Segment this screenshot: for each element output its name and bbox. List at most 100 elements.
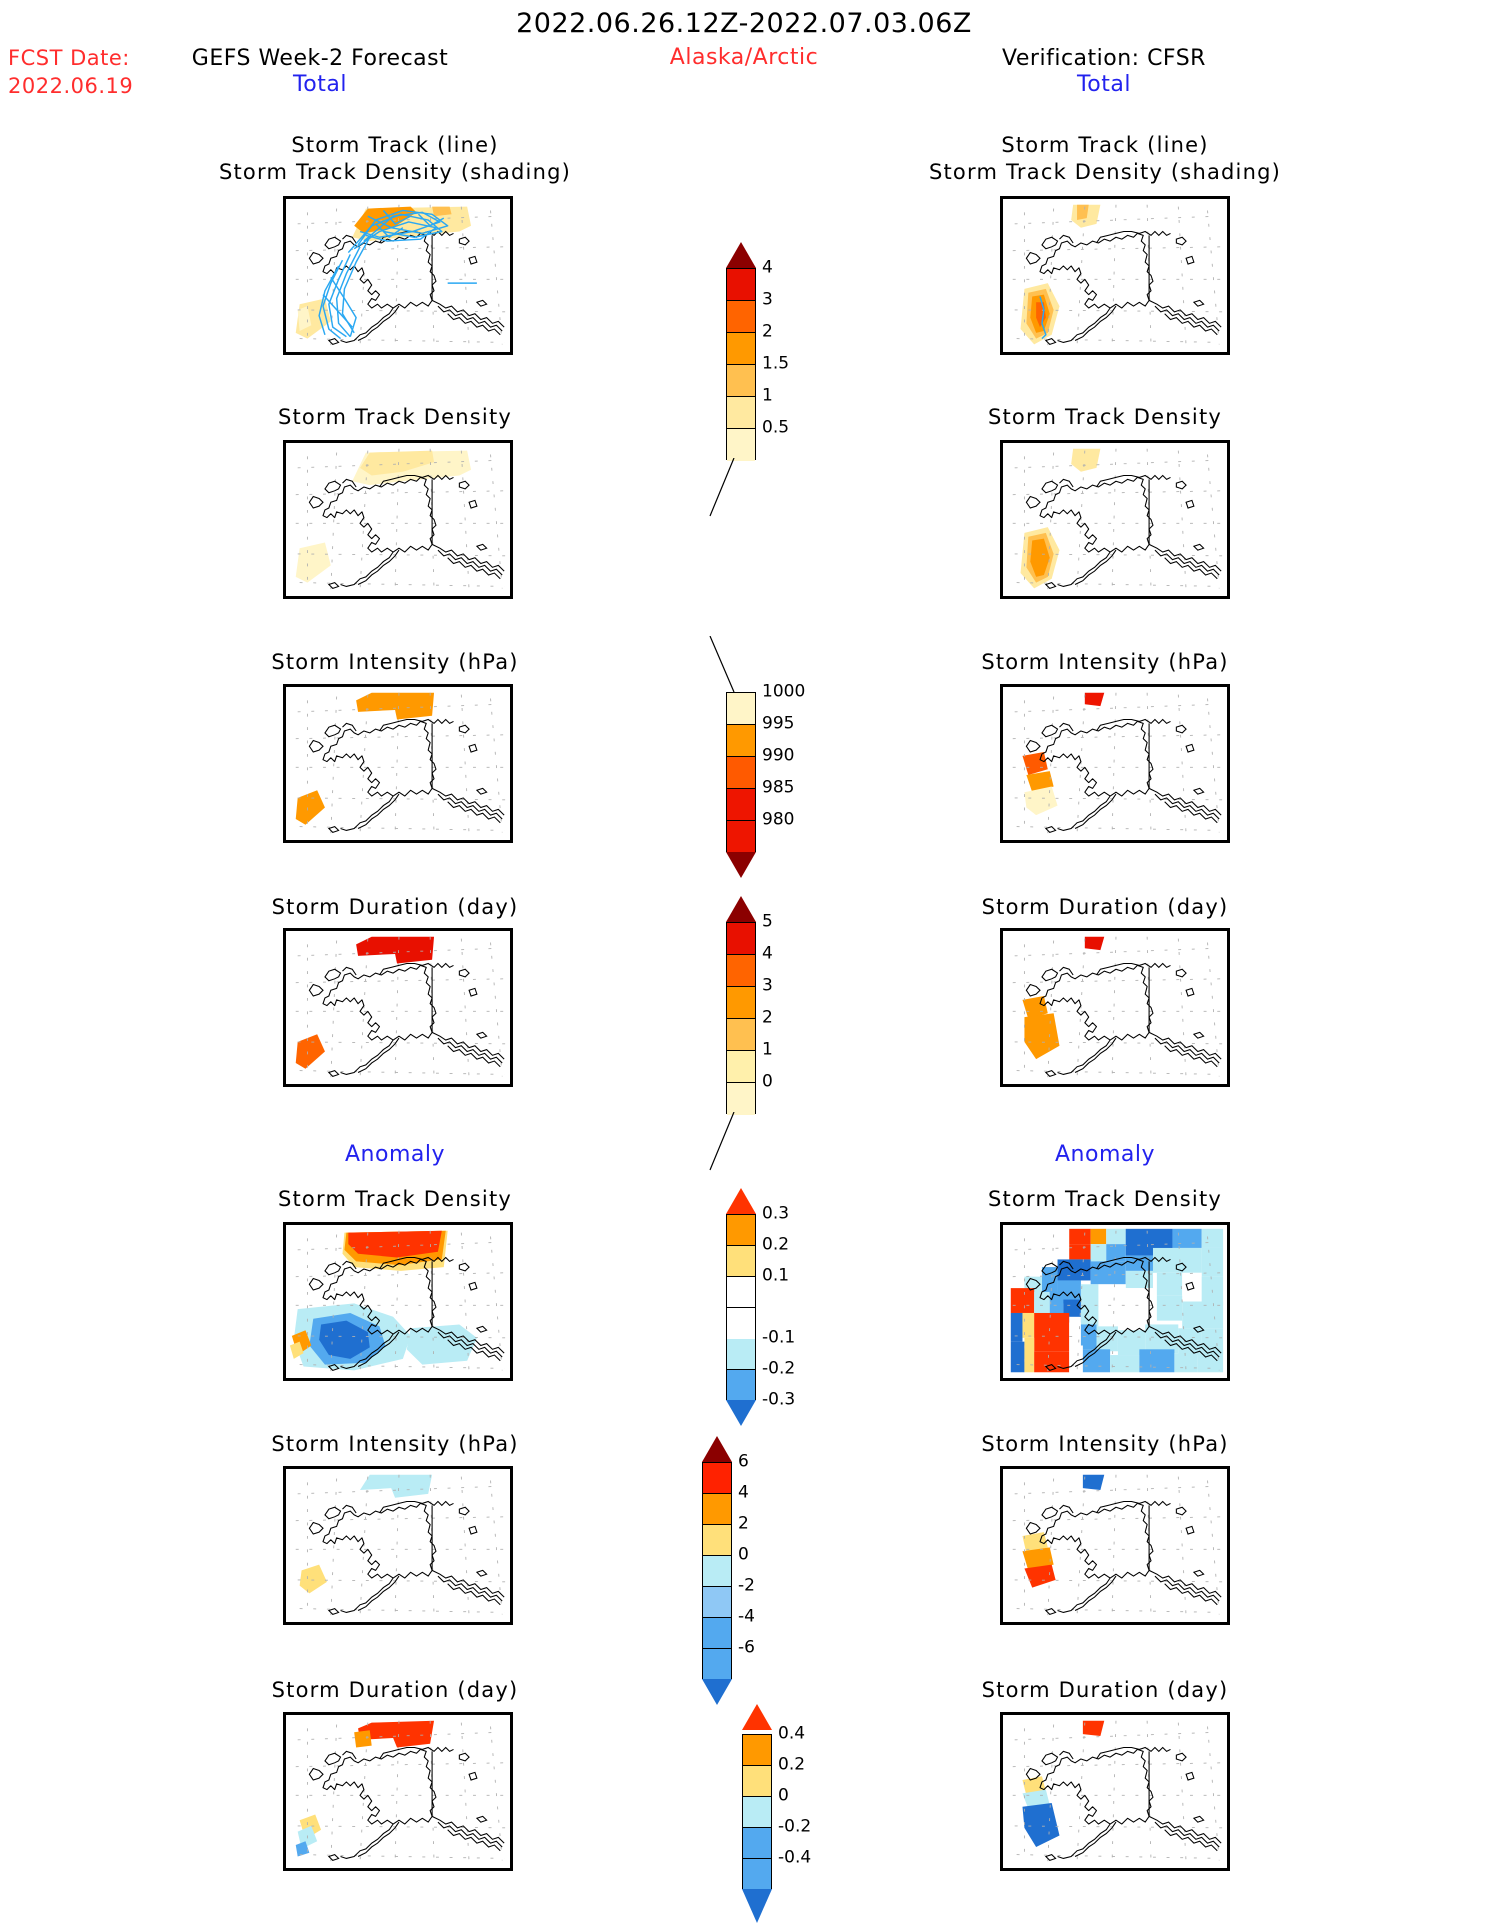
map-left-storm-intensity-anomaly[interactable] [283, 1466, 513, 1625]
colorbar-tick-990: 990 [762, 745, 795, 766]
map-canvas [286, 199, 510, 352]
colorbar-tick-0p2: 0.2 [778, 1754, 806, 1775]
left-panel-title-track-line-1: Storm Track (line) [291, 133, 499, 157]
colorbar-tick-5: 5 [762, 911, 773, 932]
colorbar-tick-4: 4 [762, 257, 773, 278]
colorbar-tick-985: 985 [762, 777, 795, 798]
right-panel-title-intensity: Storm Intensity (hPa) [981, 650, 1229, 674]
right-panel-title-duration-anomaly: Storm Duration (day) [981, 1678, 1229, 1702]
right-panel-title-intensity-anomaly: Storm Intensity (hPa) [981, 1432, 1229, 1456]
left-panel-title-track-line-2: Storm Track Density (shading) [218, 160, 572, 184]
map-left-storm-duration[interactable] [283, 928, 513, 1087]
map-left-storm-track-density-anomaly[interactable] [283, 1222, 513, 1381]
colorbar-extend-bottom-arrow [742, 1889, 772, 1923]
map-canvas [286, 1225, 510, 1378]
colorbar-tick-1000: 1000 [762, 681, 806, 702]
colorbar-extend-bottom-arrow [702, 1679, 732, 1705]
right-panel-title-density: Storm Track Density [987, 405, 1223, 429]
colorbar-tick-4: 4 [738, 1482, 749, 1503]
map-left-track-density-shading[interactable] [283, 196, 513, 355]
fcst-date-label: FCST Date: [8, 46, 130, 70]
colorbar-body [726, 1214, 756, 1401]
colorbar-body [702, 1462, 732, 1680]
map-canvas [1003, 1469, 1227, 1622]
map-canvas [286, 931, 510, 1084]
colorbar-intensity-top-line [709, 636, 735, 693]
colorbar-tick-0p5: 0.5 [762, 417, 790, 438]
left-anomaly-label: Anomaly [345, 1142, 445, 1167]
colorbar-tick-neg4: -4 [738, 1606, 755, 1627]
colorbar-tick-980: 980 [762, 809, 795, 830]
colorbar-tick-3: 3 [762, 975, 773, 996]
colorbar-tick-0: 0 [762, 1071, 773, 1092]
colorbar-tick-2: 2 [762, 321, 773, 342]
colorbar-tick-neg0p2: -0.2 [778, 1816, 812, 1837]
left-panel-title-duration: Storm Duration (day) [271, 895, 519, 919]
left-total-label: Total [293, 72, 347, 97]
colorbar-tick-2: 2 [738, 1513, 749, 1534]
map-right-track-density-shading[interactable] [1000, 196, 1230, 355]
colorbar-tick-1: 1 [762, 1039, 773, 1060]
right-anomaly-label: Anomaly [1055, 1142, 1155, 1167]
colorbar-tick-1: 1 [762, 385, 773, 406]
right-panel-title-duration: Storm Duration (day) [981, 895, 1229, 919]
colorbar-tick-995: 995 [762, 713, 795, 734]
right-column-header: Verification: CFSR [1002, 46, 1206, 71]
colorbar-duration-bottom-line [709, 1112, 735, 1171]
map-canvas [1003, 1225, 1227, 1378]
map-right-storm-duration-anomaly[interactable] [1000, 1712, 1230, 1871]
colorbar-extend-top-arrow [702, 1436, 732, 1462]
colorbar-tick-neg2: -2 [738, 1575, 755, 1596]
colorbar-tick-neg0p1: -0.1 [762, 1327, 796, 1348]
colorbar-tick-0p4: 0.4 [778, 1723, 806, 1744]
colorbar-tick-neg0p4: -0.4 [778, 1847, 812, 1868]
map-canvas [1003, 687, 1227, 840]
map-right-storm-intensity-anomaly[interactable] [1000, 1466, 1230, 1625]
right-panel-title-density-anomaly: Storm Track Density [987, 1187, 1223, 1211]
map-right-storm-track-density[interactable] [1000, 440, 1230, 599]
colorbar-tick-neg6: -6 [738, 1637, 755, 1658]
colorbar-extend-bottom-arrow [726, 1400, 756, 1426]
colorbar-extend-top-arrow [726, 242, 756, 268]
colorbar-tick-0: 0 [738, 1544, 749, 1565]
map-canvas [286, 687, 510, 840]
colorbar-tick-neg0p2: -0.2 [762, 1358, 796, 1379]
map-right-storm-intensity[interactable] [1000, 684, 1230, 843]
map-right-storm-duration[interactable] [1000, 928, 1230, 1087]
map-canvas [286, 1469, 510, 1622]
left-panel-title-intensity-anomaly: Storm Intensity (hPa) [271, 1432, 519, 1456]
map-canvas [286, 443, 510, 596]
region-label: Alaska/Arctic [669, 45, 819, 70]
map-canvas [1003, 931, 1227, 1084]
right-total-label: Total [1077, 72, 1131, 97]
left-panel-title-density-anomaly: Storm Track Density [277, 1187, 513, 1211]
right-panel-title-track-line-1: Storm Track (line) [1001, 133, 1209, 157]
main-title: 2022.06.26.12Z-2022.07.03.06Z [516, 8, 972, 39]
left-column-header: GEFS Week-2 Forecast [191, 46, 449, 71]
map-canvas [286, 1715, 510, 1868]
colorbar-tick-neg0p3: -0.3 [762, 1389, 796, 1410]
map-left-storm-intensity[interactable] [283, 684, 513, 843]
map-left-storm-track-density[interactable] [283, 440, 513, 599]
colorbar-tick-3: 3 [762, 289, 773, 310]
colorbar-body [726, 692, 756, 853]
colorbar-extend-top-arrow [726, 896, 756, 922]
colorbar-body [726, 268, 756, 461]
colorbar-tick-0: 0 [778, 1785, 789, 1806]
colorbar-tick-1p5: 1.5 [762, 353, 790, 374]
colorbar-body [726, 922, 756, 1115]
colorbar-extend-top-arrow [726, 1188, 756, 1214]
colorbar-body [742, 1734, 772, 1890]
left-panel-title-density: Storm Track Density [277, 405, 513, 429]
left-panel-title-duration-anomaly: Storm Duration (day) [271, 1678, 519, 1702]
map-left-storm-duration-anomaly[interactable] [283, 1712, 513, 1871]
map-right-storm-track-density-anomaly[interactable] [1000, 1222, 1230, 1381]
colorbar-tick-6: 6 [738, 1451, 749, 1472]
colorbar-tick-4: 4 [762, 943, 773, 964]
map-canvas [1003, 1715, 1227, 1868]
colorbar-extend-bottom-arrow [726, 852, 756, 878]
left-panel-title-intensity: Storm Intensity (hPa) [271, 650, 519, 674]
map-canvas [1003, 199, 1227, 352]
fcst-date-value: 2022.06.19 [8, 74, 134, 98]
colorbar-tick-0p2: 0.2 [762, 1234, 790, 1255]
